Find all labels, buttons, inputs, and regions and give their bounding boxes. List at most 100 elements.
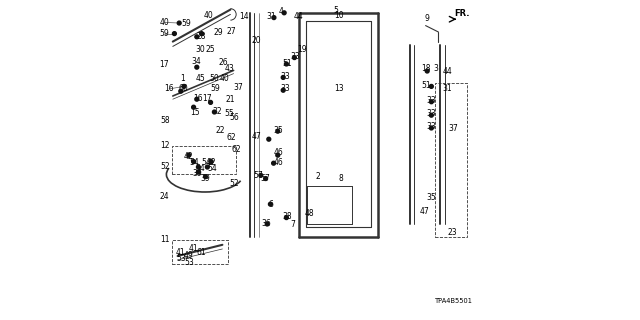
Text: 26: 26	[218, 58, 228, 67]
Text: 4: 4	[278, 7, 284, 16]
Text: TPA4B5501: TPA4B5501	[435, 298, 474, 304]
Circle shape	[209, 160, 213, 164]
Bar	[172, 240, 228, 264]
Text: 57: 57	[253, 171, 264, 180]
Circle shape	[196, 165, 200, 169]
Text: 5: 5	[333, 6, 338, 15]
Circle shape	[265, 222, 269, 226]
Text: 42: 42	[184, 152, 194, 161]
Text: 48: 48	[305, 209, 315, 218]
Text: 1: 1	[180, 74, 186, 83]
Circle shape	[209, 100, 212, 104]
Text: 51: 51	[282, 59, 292, 68]
Circle shape	[429, 100, 433, 104]
Circle shape	[272, 161, 276, 165]
Text: 33: 33	[291, 52, 301, 61]
Circle shape	[192, 105, 196, 109]
Circle shape	[284, 62, 288, 66]
Circle shape	[284, 216, 288, 220]
Text: 47: 47	[252, 132, 262, 141]
Circle shape	[192, 160, 196, 164]
Text: FR.: FR.	[454, 9, 470, 18]
Text: 40: 40	[204, 11, 214, 20]
Text: 22: 22	[216, 126, 225, 135]
Text: 17: 17	[202, 94, 212, 103]
Text: 35: 35	[426, 193, 436, 202]
Circle shape	[276, 153, 280, 157]
Text: 15: 15	[189, 108, 200, 117]
Text: 30: 30	[195, 45, 205, 54]
Text: 14: 14	[239, 12, 249, 21]
Circle shape	[259, 173, 263, 177]
Circle shape	[187, 153, 191, 157]
Circle shape	[292, 56, 296, 60]
Text: 27: 27	[226, 27, 236, 36]
Text: 54: 54	[207, 164, 217, 172]
Circle shape	[195, 65, 198, 69]
Text: 50: 50	[209, 74, 219, 83]
Bar	[172, 146, 236, 174]
Circle shape	[264, 177, 268, 180]
Text: 44: 44	[293, 12, 303, 21]
Text: 31: 31	[266, 12, 276, 21]
Circle shape	[196, 170, 200, 174]
Text: 59: 59	[159, 29, 170, 38]
Text: 62: 62	[226, 133, 236, 142]
Text: 18: 18	[422, 64, 431, 73]
Text: 33: 33	[426, 109, 436, 118]
Circle shape	[195, 35, 198, 39]
Text: 38: 38	[282, 212, 292, 221]
Text: 11: 11	[160, 236, 170, 244]
Circle shape	[429, 113, 433, 117]
Circle shape	[272, 16, 276, 20]
Text: 13: 13	[333, 84, 344, 92]
Text: 24: 24	[160, 192, 170, 201]
Text: 46: 46	[273, 158, 284, 167]
Text: 6: 6	[269, 200, 274, 209]
Text: 62: 62	[231, 145, 241, 154]
Circle shape	[177, 21, 181, 25]
Text: 45: 45	[195, 74, 205, 83]
Circle shape	[282, 11, 286, 15]
Text: 21: 21	[225, 95, 234, 104]
Text: 33: 33	[426, 122, 436, 131]
Text: 32: 32	[212, 107, 222, 116]
Text: 25: 25	[205, 45, 216, 54]
Text: 56: 56	[229, 113, 239, 122]
Text: 39: 39	[193, 169, 203, 178]
Circle shape	[173, 32, 177, 36]
Circle shape	[205, 165, 209, 169]
Text: 41: 41	[189, 244, 198, 253]
Text: 42: 42	[207, 158, 217, 167]
Text: 31: 31	[442, 84, 452, 93]
Text: 37: 37	[448, 124, 458, 132]
Text: 39: 39	[200, 174, 210, 183]
Circle shape	[267, 137, 271, 141]
Text: 7: 7	[291, 220, 295, 229]
Text: 57: 57	[260, 174, 270, 183]
Text: 52: 52	[160, 162, 170, 171]
Text: 44: 44	[442, 67, 452, 76]
Text: 36: 36	[261, 220, 271, 228]
Circle shape	[200, 32, 204, 36]
Circle shape	[282, 88, 285, 92]
Circle shape	[429, 126, 433, 130]
Text: 29: 29	[213, 28, 223, 37]
Text: 60: 60	[178, 84, 188, 92]
Text: 12: 12	[160, 141, 170, 150]
Text: 51: 51	[421, 81, 431, 90]
Text: 47: 47	[420, 207, 430, 216]
Text: 16: 16	[193, 94, 203, 103]
Circle shape	[204, 175, 207, 179]
Text: 54: 54	[202, 158, 212, 167]
Text: 23: 23	[448, 228, 458, 237]
Text: 61: 61	[196, 248, 207, 257]
Text: 16: 16	[164, 84, 174, 93]
Text: 10: 10	[334, 11, 344, 20]
Circle shape	[269, 202, 273, 206]
Text: 40: 40	[220, 74, 230, 83]
Text: 2: 2	[315, 172, 320, 181]
Circle shape	[276, 129, 280, 133]
Text: 49: 49	[183, 251, 193, 260]
Circle shape	[195, 97, 198, 101]
